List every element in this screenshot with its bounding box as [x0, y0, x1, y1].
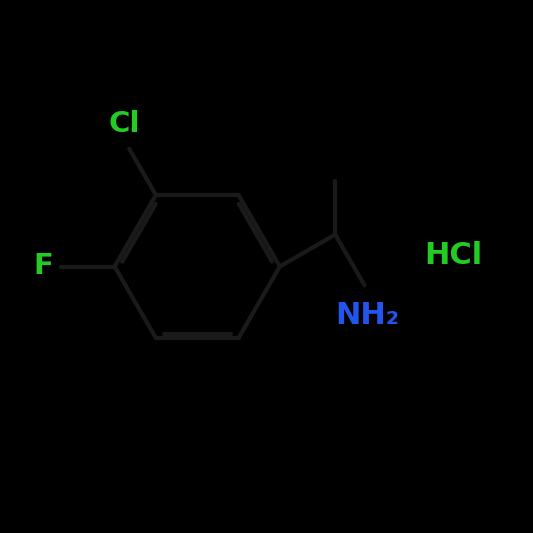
Text: NH₂: NH₂ — [335, 301, 399, 330]
Text: F: F — [34, 253, 53, 280]
Text: Cl: Cl — [108, 110, 140, 138]
Text: HCl: HCl — [424, 241, 482, 270]
